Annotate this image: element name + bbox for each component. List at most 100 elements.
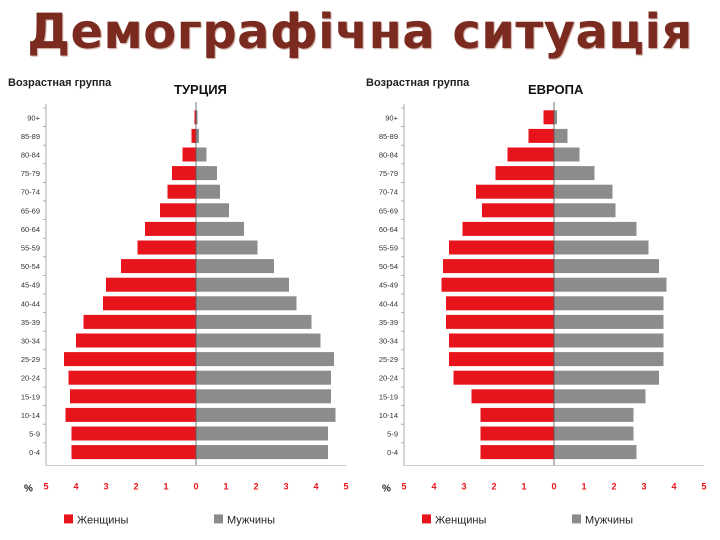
x-tick-label: 1	[223, 481, 228, 491]
bar-men	[554, 370, 659, 385]
bar-men	[554, 110, 557, 125]
age-group-label: 35-39	[21, 318, 40, 327]
bar-men	[196, 110, 198, 125]
bar-women	[167, 184, 196, 199]
bar-women	[446, 314, 554, 329]
bar-men	[554, 445, 637, 460]
x-tick-label: 4	[313, 481, 318, 491]
bar-women	[441, 277, 554, 292]
pyramid-chart-europe: Возрастная группа ЕВРОПА 90+ 85-89 80-84 75-7…	[366, 77, 707, 526]
bar-women	[471, 389, 554, 404]
age-group-label: 50-54	[21, 262, 40, 271]
bar-men	[196, 333, 321, 348]
age-group-label: 15-19	[379, 392, 398, 401]
age-group-label: 75-79	[21, 169, 40, 178]
age-group-label: 70-74	[379, 188, 398, 197]
bar-women	[71, 445, 196, 460]
bar-men	[196, 147, 207, 162]
bar-women	[137, 240, 196, 255]
bar-men	[554, 426, 634, 441]
x-tick-label: 3	[283, 481, 288, 491]
bar-women	[476, 184, 554, 199]
bar-women	[64, 352, 196, 367]
age-group-label: 30-34	[21, 337, 40, 346]
bar-men	[196, 370, 331, 385]
age-group-label: 5-9	[29, 430, 40, 439]
bar-men	[196, 426, 328, 441]
age-group-label: 10-14	[379, 411, 398, 420]
legend-label: Мужчины	[585, 514, 633, 526]
bar-men	[554, 184, 613, 199]
age-group-label: 85-89	[21, 132, 40, 141]
bar-women	[194, 110, 196, 125]
age-group-label: 60-64	[21, 225, 40, 234]
age-group-label: 25-29	[21, 355, 40, 364]
bar-men	[554, 314, 664, 329]
legend-swatch	[572, 514, 581, 524]
x-tick-label: 3	[641, 481, 646, 491]
age-group-label: 80-84	[379, 151, 398, 160]
bar-men	[196, 389, 331, 404]
x-tick-label: 3	[461, 481, 466, 491]
chart-title: ЕВРОПА	[528, 82, 584, 97]
bar-women	[449, 240, 554, 255]
bar-women	[446, 296, 554, 311]
legend-swatch	[64, 514, 73, 524]
age-group-label: 40-44	[21, 299, 40, 308]
bar-women	[172, 166, 196, 181]
bar-men	[196, 352, 334, 367]
x-tick-label: 5	[701, 481, 706, 491]
bar-men	[554, 203, 616, 218]
chart-title: ТУРЦИЯ	[174, 82, 227, 97]
bar-men	[554, 166, 595, 181]
bar-women	[449, 333, 554, 348]
age-group-label: 20-24	[21, 374, 40, 383]
age-group-label: 40-44	[379, 299, 398, 308]
bar-women	[182, 147, 196, 162]
bar-men	[196, 128, 199, 143]
x-tick-label: 3	[103, 481, 108, 491]
age-group-label: 90+	[385, 113, 398, 122]
bar-women	[106, 277, 196, 292]
age-group-label: 10-14	[21, 411, 40, 420]
bar-women	[70, 389, 196, 404]
x-tick-label: 0	[193, 481, 198, 491]
bar-men	[196, 203, 229, 218]
age-group-label: 25-29	[379, 355, 398, 364]
bar-men	[554, 389, 646, 404]
bar-men	[554, 333, 664, 348]
bar-men	[196, 445, 328, 460]
age-group-label: 20-24	[379, 374, 398, 383]
bar-women	[482, 203, 554, 218]
bar-women	[71, 426, 196, 441]
legend-label: Женщины	[77, 514, 128, 526]
bar-men	[554, 407, 634, 422]
x-tick-label: 2	[611, 481, 616, 491]
bar-men	[196, 277, 289, 292]
age-group-label: 90+	[27, 113, 40, 122]
x-tick-label: 4	[431, 481, 436, 491]
legend-label: Женщины	[435, 514, 486, 526]
bar-women	[191, 128, 196, 143]
bar-women	[121, 259, 196, 274]
x-tick-label: 1	[581, 481, 586, 491]
bar-men	[554, 352, 664, 367]
bar-women	[65, 407, 196, 422]
legend-label: Мужчины	[227, 514, 275, 526]
bar-men	[196, 184, 220, 199]
y-axis-label: Возрастная группа	[366, 77, 470, 89]
age-group-label: 65-69	[21, 206, 40, 215]
age-group-label: 55-59	[379, 244, 398, 253]
bar-women	[145, 221, 196, 236]
age-group-label: 0-4	[29, 448, 40, 457]
bar-women	[528, 128, 554, 143]
bar-men	[554, 128, 568, 143]
x-tick-label: 4	[671, 481, 676, 491]
bar-men	[554, 277, 667, 292]
bar-women	[443, 259, 554, 274]
x-axis-unit: %	[24, 483, 33, 494]
bar-women	[480, 426, 554, 441]
bar-women	[76, 333, 196, 348]
bar-men	[196, 407, 336, 422]
age-group-label: 80-84	[21, 151, 40, 160]
